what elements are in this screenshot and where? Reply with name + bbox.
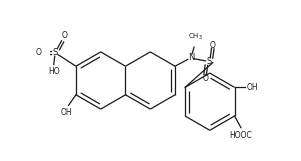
Text: O: O xyxy=(210,41,216,50)
Text: HOOC: HOOC xyxy=(230,131,252,140)
Text: O: O xyxy=(202,74,208,83)
Text: O: O xyxy=(36,48,42,57)
Text: S: S xyxy=(52,48,57,57)
Text: S: S xyxy=(206,57,212,66)
Text: CH$_3$: CH$_3$ xyxy=(188,32,203,42)
Text: OH: OH xyxy=(61,108,72,117)
Text: O: O xyxy=(61,31,67,40)
Text: N: N xyxy=(188,53,194,62)
Text: HO: HO xyxy=(48,67,60,76)
Text: OH: OH xyxy=(246,83,258,92)
